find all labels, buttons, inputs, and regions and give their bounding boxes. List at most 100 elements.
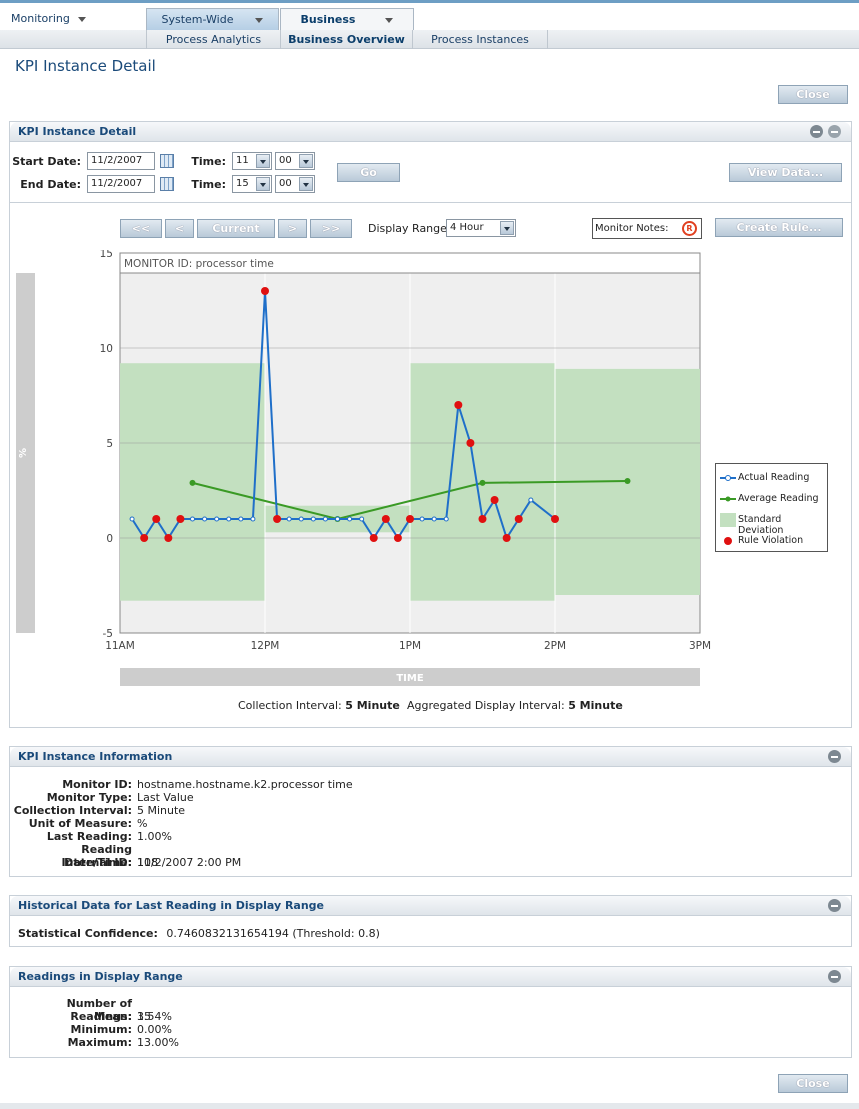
tab-system-wide[interactable]: System-Wide [146,8,279,31]
actual-point [310,516,316,522]
go-label: Go [360,166,377,179]
x-axis-label: TIME [396,673,423,684]
monitor-notes-box[interactable]: Monitor Notes: R [592,218,702,239]
nav-label: Current [212,222,260,235]
rule-violation-point [406,515,414,523]
nav-current-button[interactable]: Current [197,219,275,238]
collection-interval-label: Collection Interval: [238,699,342,712]
legend-stddev-swatch [720,513,736,527]
info-value: 1.00% [137,830,172,843]
view-data-label: View Data... [747,166,824,179]
actual-point [190,516,195,522]
aggregated-interval-text: Aggregated Display Interval: 5 Minute [407,699,623,712]
calendar-icon[interactable] [160,154,174,168]
panel-title: Readings in Display Range [18,970,183,983]
subtab-business-overview[interactable]: Business Overview [280,30,412,49]
start-date-input[interactable]: 11/2/2007 [87,152,155,170]
reading-key: Minimum: [70,1023,132,1036]
page-title: KPI Instance Detail [15,57,156,75]
actual-point [322,516,328,522]
display-range-select[interactable]: 4 Hour [446,219,516,237]
reading-key: Mean: [93,1010,132,1023]
actual-point [238,516,244,522]
actual-point [202,516,208,522]
info-value: hostname.hostname.k2.processor time [137,778,353,791]
chevron-down-icon [385,17,394,23]
end-date-input[interactable]: 11/2/2007 [87,175,155,193]
actual-point [443,516,449,522]
end-minute-select[interactable]: 00 [275,175,315,193]
rule-violation-point [164,534,173,542]
chevron-down-icon [299,154,313,168]
sub-nav: Process Analytics Business Overview Proc… [0,30,859,49]
collapse-icon[interactable] [828,970,841,983]
collapse-icon[interactable] [828,750,841,763]
footer-bar [0,1103,859,1109]
collapse-icon[interactable] [828,899,841,912]
start-time-label: Time: [191,155,226,168]
view-data-button[interactable]: View Data... [729,163,842,182]
chevron-down-icon [256,177,270,191]
y-axis-label: % [18,448,29,458]
subtab-process-instances[interactable]: Process Instances [412,30,548,49]
aggregated-interval-value: 5 Minute [568,699,623,712]
tab-business[interactable]: Business [280,8,414,31]
y-tick-label: 0 [106,533,113,545]
panel-header: KPI Instance Detail [10,122,851,142]
chevron-down-icon [255,17,264,23]
start-date-label: Start Date: [12,155,81,168]
rule-violation-point [466,439,475,447]
go-button[interactable]: Go [337,163,400,182]
rule-violation-point [551,515,559,523]
tab-label: System-Wide [161,13,234,26]
notes-icon[interactable]: R [682,221,697,236]
actual-point [286,516,292,522]
legend-average-reading: Average Reading [738,493,819,504]
rule-violation-point [369,534,378,542]
info-value: 5 Minute [137,804,186,817]
reading-row: Mean: 1.54% [10,1010,172,1023]
x-tick-label: 1PM [399,640,421,652]
nav-prev-button[interactable]: < [165,219,194,238]
nav-label: >> [321,222,341,235]
calendar-icon[interactable] [160,177,174,191]
reading-key: Maximum: [67,1036,132,1049]
historical-panel: Historical Data for Last Reading in Disp… [9,895,852,947]
collection-interval-text: Collection Interval: 5 Minute [238,699,400,712]
subtab-process-analytics[interactable]: Process Analytics [146,30,280,49]
collapse-icon[interactable] [810,125,823,138]
monitoring-menu[interactable]: Monitoring [11,12,86,25]
x-tick-label: 11AM [105,640,135,652]
nav-label: > [287,222,298,235]
average-point [189,479,196,486]
info-row: Monitor ID: hostname.hostname.k2.processo… [10,778,353,791]
average-point [624,478,631,484]
chart-title-bar [119,252,701,274]
rule-violation-point [273,515,282,523]
rule-violation-point [381,515,390,523]
close-button-top[interactable]: Close [778,85,848,104]
refresh-icon[interactable] [828,125,841,138]
main-nav: Monitoring System-Wide Business [0,3,859,31]
select-value: 11 [236,155,249,166]
statistical-confidence-row: Statistical Confidence: 0.74608321316541… [18,927,380,940]
nav-next-button[interactable]: > [278,219,307,238]
nav-last-button[interactable]: >> [310,219,352,238]
panel-title: KPI Instance Information [18,750,173,763]
actual-point [250,516,256,522]
start-hour-select[interactable]: 11 [232,152,272,170]
panel-header: KPI Instance Information [10,747,851,767]
end-hour-select[interactable]: 15 [232,175,272,193]
nav-label: < [174,222,185,235]
display-range-label: Display Range: [368,222,451,235]
nav-first-button[interactable]: << [120,219,162,238]
chart-legend: Actual Reading Average Reading Standard … [715,463,828,552]
legend-swatches [720,475,736,545]
close-label: Close [796,1077,830,1090]
close-button-bottom[interactable]: Close [778,1074,848,1093]
create-rule-button[interactable]: Create Rule... [715,218,843,237]
y-axis-label-bar [16,273,35,633]
rule-violation-point [502,534,511,542]
start-minute-select[interactable]: 00 [275,152,315,170]
